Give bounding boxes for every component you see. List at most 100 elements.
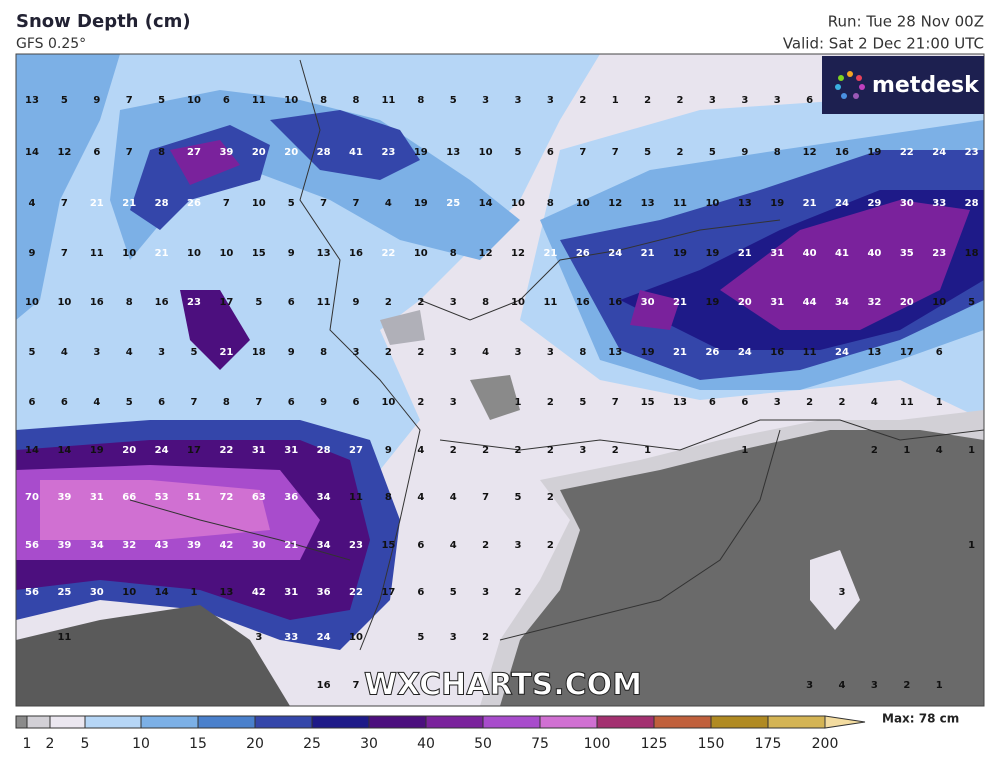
grid-value: 21: [641, 248, 655, 259]
grid-value: 5: [515, 147, 522, 158]
grid-value: 25: [446, 198, 460, 209]
grid-value: 1: [644, 445, 651, 456]
grid-value: 9: [353, 297, 360, 308]
grid-value: 10: [122, 248, 136, 259]
grid-value: 8: [385, 492, 392, 503]
grid-value: 2: [385, 347, 392, 358]
grid-value: 10: [284, 95, 298, 106]
colorbar-label: 40: [417, 736, 435, 752]
grid-value: 25: [57, 587, 71, 598]
grid-value: 2: [482, 632, 489, 643]
grid-value: 1: [741, 445, 748, 456]
grid-value: 24: [835, 198, 849, 209]
colorbar-segment: [369, 716, 426, 728]
logo-text: metdesk: [872, 73, 980, 98]
grid-value: 8: [774, 147, 781, 158]
colorbar-segment: [50, 716, 85, 728]
grid-value: 10: [25, 297, 39, 308]
grid-value: 28: [317, 445, 331, 456]
grid-value: 4: [482, 347, 489, 358]
grid-value: 42: [252, 587, 266, 598]
grid-value: 21: [673, 347, 687, 358]
grid-value: 10: [381, 397, 395, 408]
grid-value: 16: [90, 297, 104, 308]
grid-value: 11: [252, 95, 266, 106]
grid-value: 34: [317, 540, 331, 551]
grid-value: 8: [320, 95, 327, 106]
grid-value: 6: [29, 397, 36, 408]
grid-value: 53: [155, 492, 169, 503]
grid-value: 6: [223, 95, 230, 106]
watermark: WXCHARTS.COM: [364, 668, 642, 703]
grid-value: 3: [547, 95, 554, 106]
colorbar-segment: [312, 716, 369, 728]
grid-value: 2: [547, 540, 554, 551]
grid-value: 7: [579, 147, 586, 158]
grid-value: 3: [515, 540, 522, 551]
grid-value: 13: [317, 248, 331, 259]
grid-value: 3: [839, 587, 846, 598]
grid-value: 3: [353, 347, 360, 358]
grid-value: 17: [381, 587, 395, 598]
grid-value: 16: [835, 147, 849, 158]
grid-value: 66: [122, 492, 136, 503]
grid-value: 11: [543, 297, 557, 308]
grid-value: 5: [450, 95, 457, 106]
grid-value: 8: [450, 248, 457, 259]
grid-value: 10: [349, 632, 363, 643]
grid-value: 23: [932, 248, 946, 259]
grid-value: 7: [126, 147, 133, 158]
grid-value: 20: [738, 297, 752, 308]
grid-value: 19: [705, 297, 719, 308]
colorbar-segment: [16, 716, 27, 728]
grid-value: 26: [705, 347, 719, 358]
grid-value: 2: [677, 147, 684, 158]
grid-value: 3: [482, 587, 489, 598]
colorbar-label: 25: [303, 736, 321, 752]
grid-value: 8: [579, 347, 586, 358]
grid-value: 2: [417, 397, 424, 408]
grid-value: 10: [122, 587, 136, 598]
grid-value: 15: [381, 540, 395, 551]
grid-value: 21: [738, 248, 752, 259]
grid-value: 11: [57, 632, 71, 643]
grid-value: 2: [417, 297, 424, 308]
grid-value: 10: [511, 198, 525, 209]
grid-value: 6: [288, 297, 295, 308]
grid-value: 10: [705, 198, 719, 209]
grid-value: 12: [803, 147, 817, 158]
grid-value: 11: [349, 492, 363, 503]
grid-value: 8: [158, 147, 165, 158]
grid-value: 2: [547, 492, 554, 503]
colorbar-label: 200: [812, 736, 839, 752]
grid-value: 34: [835, 297, 849, 308]
grid-value: 22: [349, 587, 363, 598]
grid-value: 2: [547, 397, 554, 408]
grid-value: 32: [122, 540, 136, 551]
grid-value: 4: [385, 198, 392, 209]
grid-value: 11: [803, 347, 817, 358]
grid-value: 8: [482, 297, 489, 308]
grid-value: 22: [381, 248, 395, 259]
grid-value: 10: [219, 248, 233, 259]
grid-value: 5: [288, 198, 295, 209]
grid-value: 3: [255, 632, 262, 643]
grid-value: 6: [353, 397, 360, 408]
grid-value: 15: [641, 397, 655, 408]
grid-value: 31: [284, 445, 298, 456]
grid-value: 17: [219, 297, 233, 308]
grid-value: 5: [126, 397, 133, 408]
colorbar-label: 30: [360, 736, 378, 752]
grid-value: 3: [450, 397, 457, 408]
grid-value: 32: [867, 297, 881, 308]
grid-value: 43: [155, 540, 169, 551]
grid-value: 12: [608, 198, 622, 209]
grid-value: 22: [219, 445, 233, 456]
grid-value: 24: [738, 347, 752, 358]
grid-value: 34: [317, 492, 331, 503]
grid-value: 13: [641, 198, 655, 209]
grid-value: 6: [61, 397, 68, 408]
title: Snow Depth (cm): [16, 11, 191, 32]
grid-value: 70: [25, 492, 39, 503]
grid-value: 13: [446, 147, 460, 158]
